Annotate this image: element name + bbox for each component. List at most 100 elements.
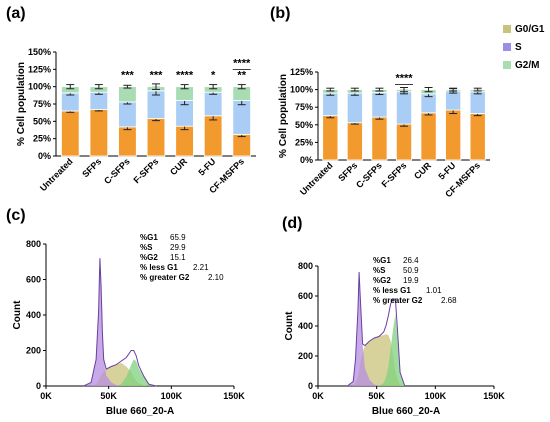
bar-segment-s — [89, 91, 109, 110]
area-g2-phase — [83, 359, 157, 386]
stat-label: % less G1 — [140, 263, 178, 272]
stat-value: 15.1 — [170, 253, 186, 262]
y-tick-label: 0 — [36, 381, 41, 391]
area-g1-phase — [347, 272, 405, 386]
legend-swatch — [503, 43, 511, 51]
x-tick-label: 0K — [40, 391, 52, 401]
x-axis-label: Blue 660_20-A — [372, 406, 440, 417]
area-g1-phase — [83, 258, 157, 386]
y-tick-label: 400 — [298, 321, 313, 331]
bar-segment-g0-g1 — [232, 134, 251, 157]
stat-value: 50.9 — [403, 266, 419, 275]
x-tick-label: C-SFPs — [354, 160, 384, 190]
y-tick-label: 400 — [26, 310, 41, 320]
x-axis-label: Blue 660_20-A — [106, 406, 174, 417]
significance-mark: **** — [176, 70, 194, 82]
x-tick-label: SFPs — [80, 156, 103, 179]
bar-chart-0: (a) 0% 25% 50% 75% 100% 125% 150%% Cell populat… — [6, 5, 256, 195]
significance-mark: **** — [233, 58, 251, 70]
x-tick-label: Untreated — [298, 160, 335, 197]
bar-segment-g0-g1 — [420, 112, 437, 161]
panel-label: (b) — [270, 5, 290, 22]
stat-label: % greater G2 — [373, 296, 423, 305]
bar-segment-s — [371, 92, 388, 118]
bar-segment-g0-g1 — [346, 122, 363, 161]
x-tick-label: 150K — [223, 391, 245, 401]
histogram-0: (c) 0 200 400 600 800 0K 50K 100K 150K Blue 660_20… — [6, 207, 245, 417]
bar-segment-g2-m — [118, 86, 137, 103]
bar-segment-g0-g1 — [61, 110, 80, 157]
y-tick-label: 50% — [33, 116, 51, 126]
significance-mark: *** — [121, 70, 135, 82]
y-tick-label: 600 — [26, 275, 41, 285]
legend-entry: G2/M — [515, 60, 539, 71]
y-tick-label: 200 — [26, 346, 41, 356]
y-tick-label: 125% — [28, 64, 51, 74]
y-axis-label: Count — [284, 311, 295, 341]
x-tick-label: C-SFPs — [102, 156, 132, 186]
y-tick-label: 100% — [28, 82, 51, 92]
histogram-outline — [83, 258, 157, 387]
panel-label: (a) — [6, 5, 26, 22]
y-tick-label: 25% — [295, 137, 313, 147]
stat-label: %G2 — [140, 253, 158, 262]
bar-segment-s — [395, 91, 413, 125]
bar-segment-s — [203, 91, 223, 117]
bar-segment-g0-g1 — [118, 126, 137, 157]
bar-segment-g0-g1 — [146, 118, 166, 157]
y-tick-label: 0% — [38, 151, 51, 161]
x-tick-label: 50K — [100, 391, 117, 401]
x-tick-label: 50K — [368, 391, 385, 401]
bar-chart-1: (b) 0% 25% 50% 75% 100% 125%% Cell population U… — [270, 5, 490, 199]
bar-segment-s — [118, 101, 137, 128]
stat-value: 2.21 — [193, 263, 209, 272]
y-tick-label: 100% — [290, 85, 313, 95]
bar-segment-g0-g1 — [89, 109, 109, 157]
y-axis-label: Count — [12, 300, 23, 330]
y-tick-label: 125% — [290, 67, 313, 77]
x-tick-label: F-SFPs — [131, 156, 160, 185]
y-tick-label: 75% — [33, 99, 51, 109]
x-tick-label: CUR — [168, 156, 189, 177]
histogram-outline — [346, 271, 406, 387]
bar-segment-s — [322, 92, 339, 117]
legend-entry: S — [515, 42, 522, 53]
y-tick-label: 75% — [295, 102, 313, 112]
y-tick-label: 0% — [300, 155, 313, 165]
x-tick-label: 100K — [425, 391, 447, 401]
legend-entry: G0/G1 — [515, 24, 545, 35]
bar-segment-s — [232, 100, 251, 135]
x-tick-label: 100K — [161, 391, 183, 401]
stat-value: 19.9 — [403, 276, 419, 285]
stat-value: 2.10 — [208, 273, 224, 282]
x-tick-label: CUR — [412, 160, 433, 181]
bar-segment-s — [346, 92, 363, 124]
stat-value: 26.4 — [403, 256, 419, 265]
bar-segment-g0-g1 — [371, 116, 388, 161]
y-tick-label: 150% — [28, 47, 51, 57]
bar-segment-s — [61, 92, 80, 112]
stat-value: 29.9 — [170, 243, 186, 252]
y-tick-label: 25% — [33, 134, 51, 144]
y-axis-label: % Cell population — [278, 74, 289, 158]
stat-label: %G2 — [373, 276, 391, 285]
y-tick-label: 0 — [308, 381, 313, 391]
stat-label: %S — [140, 243, 153, 252]
x-tick-label: 150K — [483, 391, 505, 401]
x-tick-label: 5-FU — [196, 156, 217, 177]
significance-mark: **** — [395, 72, 413, 84]
histogram-1: (d) 0 200 400 600 800 0K 50K 100K 150K Blue 660_20… — [282, 215, 505, 417]
stat-value: 1.01 — [426, 286, 442, 295]
bar-segment-g0-g1 — [469, 113, 486, 161]
stat-label: %G1 — [140, 233, 158, 242]
area-g2-phase — [347, 314, 405, 386]
x-tick-label: F-SFPs — [379, 160, 408, 189]
panel-label: (c) — [6, 207, 26, 224]
legend-swatch — [503, 61, 511, 69]
y-tick-label: 600 — [298, 291, 313, 301]
x-tick-label: SFPs — [336, 160, 359, 183]
bar-segment-s — [469, 91, 486, 114]
significance-mark: *** — [150, 70, 164, 82]
stat-label: % greater G2 — [140, 273, 190, 282]
bar-segment-g0-g1 — [395, 123, 413, 161]
